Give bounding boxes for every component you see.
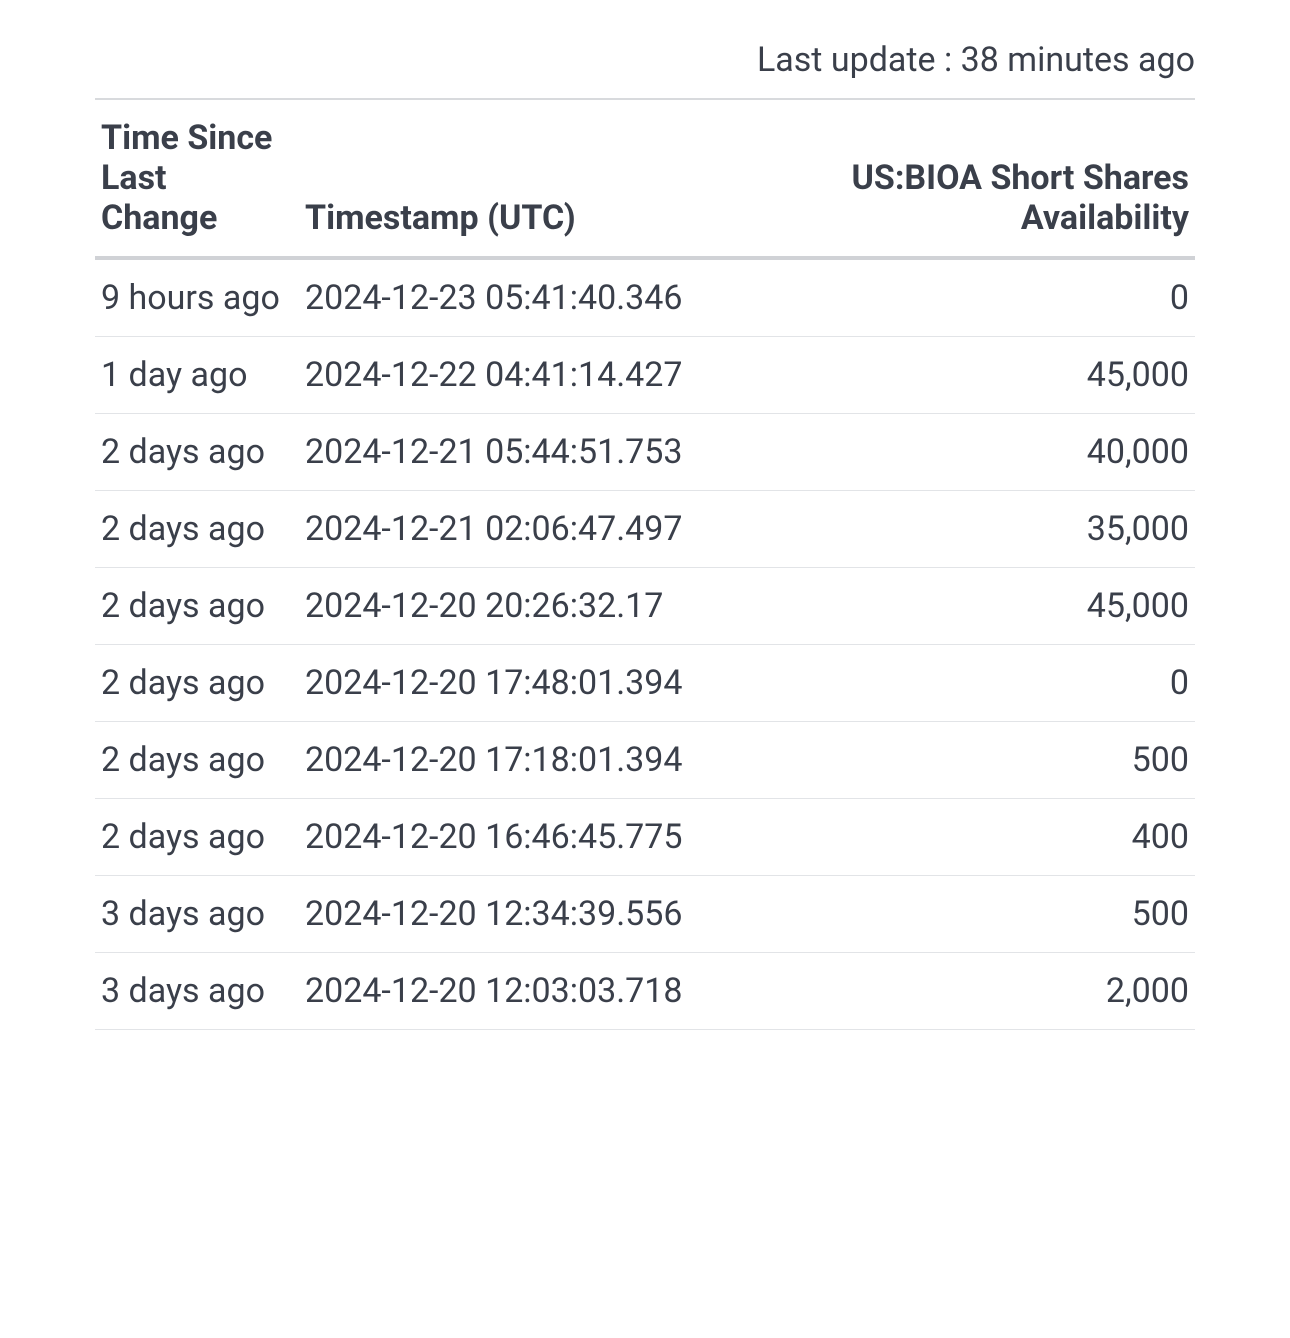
cell-timestamp: 2024-12-21 02:06:47.497 <box>295 491 693 568</box>
table-row: 2 days ago 2024-12-20 16:46:45.775 400 <box>95 799 1195 876</box>
cell-since: 9 hours ago <box>95 258 295 337</box>
cell-shares: 45,000 <box>693 568 1195 645</box>
cell-since: 2 days ago <box>95 568 295 645</box>
cell-shares: 0 <box>693 645 1195 722</box>
table-row: 2 days ago 2024-12-20 17:48:01.394 0 <box>95 645 1195 722</box>
cell-timestamp: 2024-12-21 05:44:51.753 <box>295 414 693 491</box>
cell-since: 2 days ago <box>95 799 295 876</box>
table-row: 2 days ago 2024-12-20 20:26:32.17 45,000 <box>95 568 1195 645</box>
cell-timestamp: 2024-12-23 05:41:40.346 <box>295 258 693 337</box>
cell-shares: 500 <box>693 876 1195 953</box>
col-timestamp: Timestamp (UTC) <box>295 100 693 258</box>
cell-since: 2 days ago <box>95 645 295 722</box>
cell-timestamp: 2024-12-20 12:34:39.556 <box>295 876 693 953</box>
cell-since: 2 days ago <box>95 414 295 491</box>
table-row: 3 days ago 2024-12-20 12:34:39.556 500 <box>95 876 1195 953</box>
cell-shares: 40,000 <box>693 414 1195 491</box>
cell-since: 3 days ago <box>95 876 295 953</box>
cell-since: 2 days ago <box>95 491 295 568</box>
table-row: 2 days ago 2024-12-20 17:18:01.394 500 <box>95 722 1195 799</box>
table-body: 9 hours ago 2024-12-23 05:41:40.346 0 1 … <box>95 258 1195 1030</box>
cell-timestamp: 2024-12-20 17:18:01.394 <box>295 722 693 799</box>
cell-timestamp: 2024-12-20 17:48:01.394 <box>295 645 693 722</box>
table-container: Last update : 38 minutes ago Time Since … <box>95 40 1195 1030</box>
table-row: 9 hours ago 2024-12-23 05:41:40.346 0 <box>95 258 1195 337</box>
last-update-label: Last update : 38 minutes ago <box>95 40 1195 100</box>
cell-timestamp: 2024-12-20 16:46:45.775 <box>295 799 693 876</box>
cell-since: 1 day ago <box>95 337 295 414</box>
cell-shares: 400 <box>693 799 1195 876</box>
col-shares: US:BIOA Short Shares Availability <box>693 100 1195 258</box>
cell-shares: 0 <box>693 258 1195 337</box>
cell-timestamp: 2024-12-20 20:26:32.17 <box>295 568 693 645</box>
cell-shares: 35,000 <box>693 491 1195 568</box>
cell-timestamp: 2024-12-22 04:41:14.427 <box>295 337 693 414</box>
col-time-since: Time Since Last Change <box>95 100 295 258</box>
table-header-row: Time Since Last Change Timestamp (UTC) U… <box>95 100 1195 258</box>
cell-since: 3 days ago <box>95 953 295 1030</box>
shares-availability-table: Time Since Last Change Timestamp (UTC) U… <box>95 100 1195 1030</box>
table-row: 2 days ago 2024-12-21 05:44:51.753 40,00… <box>95 414 1195 491</box>
cell-shares: 500 <box>693 722 1195 799</box>
table-row: 1 day ago 2024-12-22 04:41:14.427 45,000 <box>95 337 1195 414</box>
cell-since: 2 days ago <box>95 722 295 799</box>
cell-timestamp: 2024-12-20 12:03:03.718 <box>295 953 693 1030</box>
table-row: 2 days ago 2024-12-21 02:06:47.497 35,00… <box>95 491 1195 568</box>
table-row: 3 days ago 2024-12-20 12:03:03.718 2,000 <box>95 953 1195 1030</box>
cell-shares: 2,000 <box>693 953 1195 1030</box>
cell-shares: 45,000 <box>693 337 1195 414</box>
